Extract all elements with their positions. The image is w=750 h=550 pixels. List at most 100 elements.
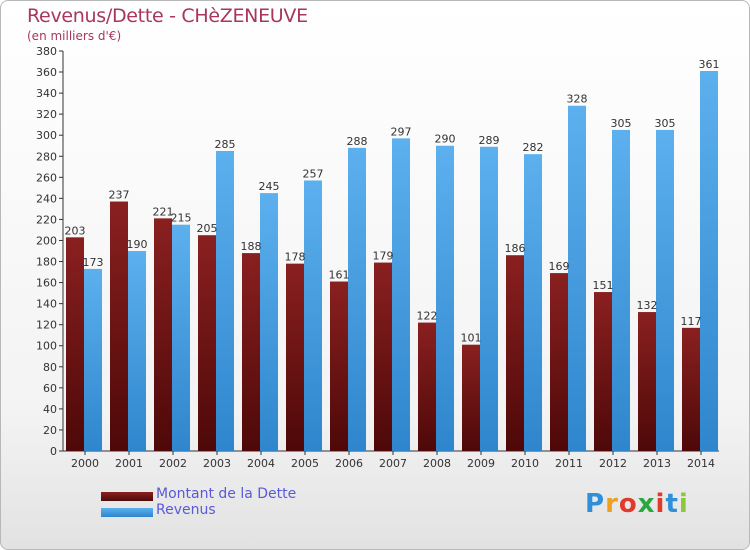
logo-letter: t <box>665 489 679 519</box>
bar-dette <box>462 344 480 451</box>
y-tick-label: 80 <box>43 361 57 374</box>
y-tick-label: 360 <box>36 66 57 79</box>
y-tick-label: 60 <box>43 382 57 395</box>
logo-letter: i <box>678 489 689 519</box>
data-label-dette: 132 <box>637 299 658 312</box>
logo-letter: x <box>637 489 656 519</box>
bar-dette <box>198 235 216 451</box>
data-label-dette: 178 <box>285 251 306 264</box>
bar-dette <box>242 253 260 451</box>
data-label-revenus: 282 <box>523 141 544 154</box>
x-tick-label: 2013 <box>643 457 671 470</box>
bar-revenus <box>436 145 454 451</box>
data-label-revenus: 328 <box>567 93 588 106</box>
y-tick-label: 280 <box>36 150 57 163</box>
data-label-dette: 205 <box>197 222 218 235</box>
bar-revenus <box>700 71 718 451</box>
y-tick-label: 180 <box>36 256 57 269</box>
bar-revenus <box>568 105 586 451</box>
y-tick-label: 140 <box>36 298 57 311</box>
bar-dette <box>286 263 304 451</box>
bar-revenus <box>480 146 498 451</box>
data-label-revenus: 257 <box>303 167 324 180</box>
y-tick-label: 320 <box>36 108 57 121</box>
bar-dette <box>506 255 524 451</box>
data-label-revenus: 245 <box>259 180 280 193</box>
data-label-dette: 188 <box>241 240 262 253</box>
x-tick-label: 2008 <box>423 457 451 470</box>
bar-revenus <box>216 151 234 451</box>
data-label-dette: 237 <box>109 189 130 202</box>
x-tick-label: 2004 <box>247 457 275 470</box>
legend-swatch-dette <box>101 492 153 501</box>
y-tick-label: 40 <box>43 403 57 416</box>
legend-label-revenus: Revenus <box>156 502 216 518</box>
bar-revenus <box>128 251 146 451</box>
data-label-revenus: 297 <box>391 125 412 138</box>
y-tick-label: 240 <box>36 192 57 205</box>
bar-revenus <box>524 154 542 451</box>
data-label-dette: 101 <box>461 332 482 345</box>
legend-swatch-revenus <box>101 508 153 517</box>
data-label-dette: 117 <box>681 315 702 328</box>
data-label-revenus: 285 <box>215 138 236 151</box>
data-label-dette: 221 <box>153 205 174 218</box>
x-tick-label: 2002 <box>159 457 187 470</box>
x-tick-label: 2007 <box>379 457 407 470</box>
y-tick-label: 160 <box>36 277 57 290</box>
y-tick-label: 120 <box>36 319 57 332</box>
x-tick-label: 2012 <box>599 457 627 470</box>
y-tick-label: 20 <box>43 424 57 437</box>
bar-revenus <box>656 129 674 451</box>
y-tick-label: 300 <box>36 129 57 142</box>
data-label-dette: 186 <box>505 242 526 255</box>
data-label-revenus: 305 <box>655 117 676 130</box>
y-tick-label: 380 <box>36 45 57 58</box>
bar-dette <box>110 201 128 451</box>
x-tick-label: 2010 <box>511 457 539 470</box>
y-tick-label: 200 <box>36 234 57 247</box>
x-tick-label: 2005 <box>291 457 319 470</box>
y-tick-label: 260 <box>36 171 57 184</box>
x-tick-label: 2000 <box>71 457 99 470</box>
data-label-dette: 161 <box>329 269 350 282</box>
data-label-dette: 151 <box>593 279 614 292</box>
bar-dette <box>374 262 392 451</box>
bar-dette <box>66 237 84 451</box>
x-tick-label: 2011 <box>555 457 583 470</box>
data-label-revenus: 361 <box>699 58 720 71</box>
bar-dette <box>330 281 348 451</box>
y-tick-label: 340 <box>36 87 57 100</box>
bar-revenus <box>172 224 190 451</box>
bar-revenus <box>84 268 102 451</box>
y-tick-label: 100 <box>36 340 57 353</box>
x-tick-label: 2001 <box>115 457 143 470</box>
data-label-revenus: 305 <box>611 117 632 130</box>
bar-dette <box>594 292 612 451</box>
x-tick-label: 2003 <box>203 457 231 470</box>
bar-revenus <box>304 180 322 451</box>
data-label-revenus: 290 <box>435 133 456 146</box>
legend-label-dette: Montant de la Dette <box>156 486 297 502</box>
y-tick-label: 220 <box>36 213 57 226</box>
bar-dette <box>550 273 568 451</box>
bar-dette <box>154 218 172 451</box>
data-label-revenus: 190 <box>127 238 148 251</box>
proxiti-logo: Proxiti <box>585 489 689 519</box>
logo-letter: i <box>655 489 666 519</box>
bar-revenus <box>260 193 278 451</box>
data-label-dette: 169 <box>549 260 570 273</box>
bar-revenus <box>392 138 410 452</box>
data-label-revenus: 288 <box>347 135 368 148</box>
data-label-revenus: 289 <box>479 134 500 147</box>
chart-title: Revenus/Dette - CHèZENEUVE <box>27 5 308 27</box>
bar-revenus <box>612 129 630 451</box>
data-label-dette: 122 <box>417 310 438 323</box>
chart-subtitle: (en milliers d'€) <box>27 29 122 43</box>
bar-dette <box>682 327 700 451</box>
y-tick-label: 0 <box>50 445 57 458</box>
bar-dette <box>418 322 436 451</box>
logo-letter: o <box>618 489 638 519</box>
